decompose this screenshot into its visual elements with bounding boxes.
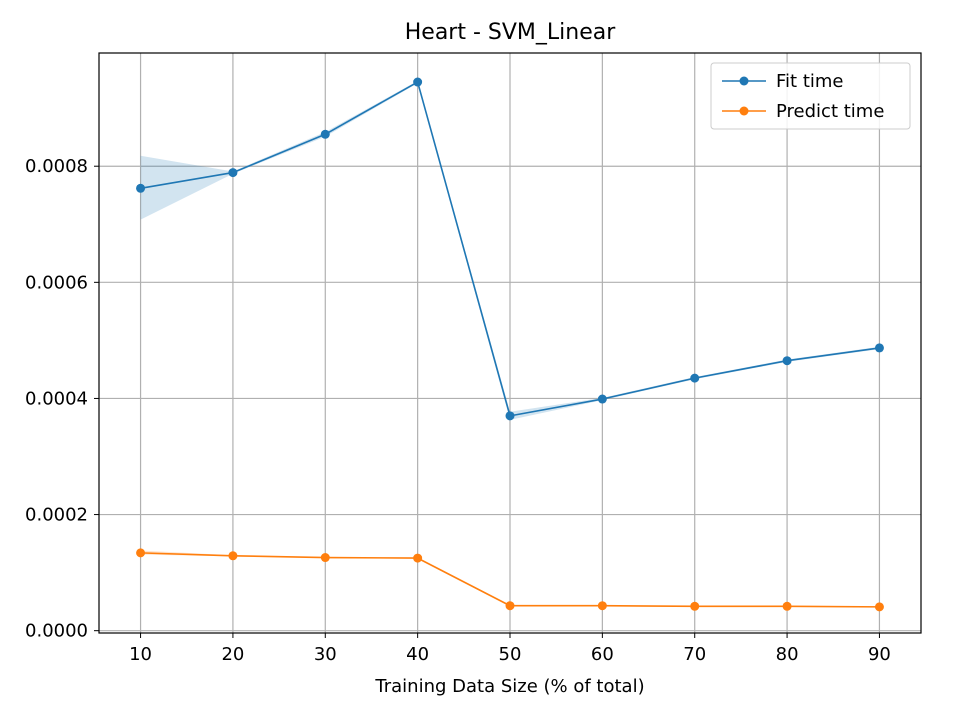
x-tick-label: 30 [314,644,337,665]
chart-title: Heart - SVM_Linear [405,20,616,45]
point-fit-time [320,129,330,139]
y-tick-label: 0.0006 [25,272,88,293]
point-predict-time [874,602,884,612]
point-predict-time [597,601,607,611]
y-tick-label: 0.0008 [25,156,88,177]
point-predict-time [690,601,700,611]
legend-label-fit-time: Fit time [776,71,844,92]
point-predict-time [228,551,238,561]
point-fit-time [874,343,884,353]
x-tick-label: 50 [499,644,522,665]
axis-ticks: 10 20 30 40 50 60 70 80 90 0.0000 0.0002 0.0004 0.00… [25,156,891,665]
point-predict-time [782,601,792,611]
legend-box [710,62,911,130]
point-fit-time [228,168,238,178]
x-tick-label: 60 [591,644,614,665]
x-tick-label: 40 [406,644,429,665]
x-tick-label: 90 [868,644,891,665]
y-tick-label: 0.0004 [25,388,88,409]
point-predict-time [413,553,423,563]
grid [99,53,921,633]
legend-marker-fit-time [739,76,749,86]
point-predict-time [136,548,146,558]
point-fit-time [505,411,515,421]
x-tick-label: 80 [776,644,799,665]
x-tick-label: 70 [683,644,706,665]
legend: Fit time Predict time [710,62,911,130]
point-fit-time [136,183,146,193]
y-tick-label: 0.0000 [25,621,88,642]
series-markers [136,77,884,612]
point-fit-time [597,394,607,404]
point-fit-time [413,77,423,87]
point-fit-time [782,356,792,366]
y-tick-label: 0.0002 [25,505,88,526]
x-axis-label: Training Data Size (% of total) [374,676,644,697]
legend-entry-fit-time: Fit time [722,71,844,92]
point-predict-time [505,601,515,611]
x-tick-label: 10 [129,644,152,665]
legend-entry-predict-time: Predict time [722,101,884,122]
point-fit-time [690,373,700,383]
x-tick-label: 20 [221,644,244,665]
legend-marker-predict-time [739,106,749,116]
legend-label-predict-time: Predict time [776,101,884,122]
point-predict-time [320,553,330,563]
